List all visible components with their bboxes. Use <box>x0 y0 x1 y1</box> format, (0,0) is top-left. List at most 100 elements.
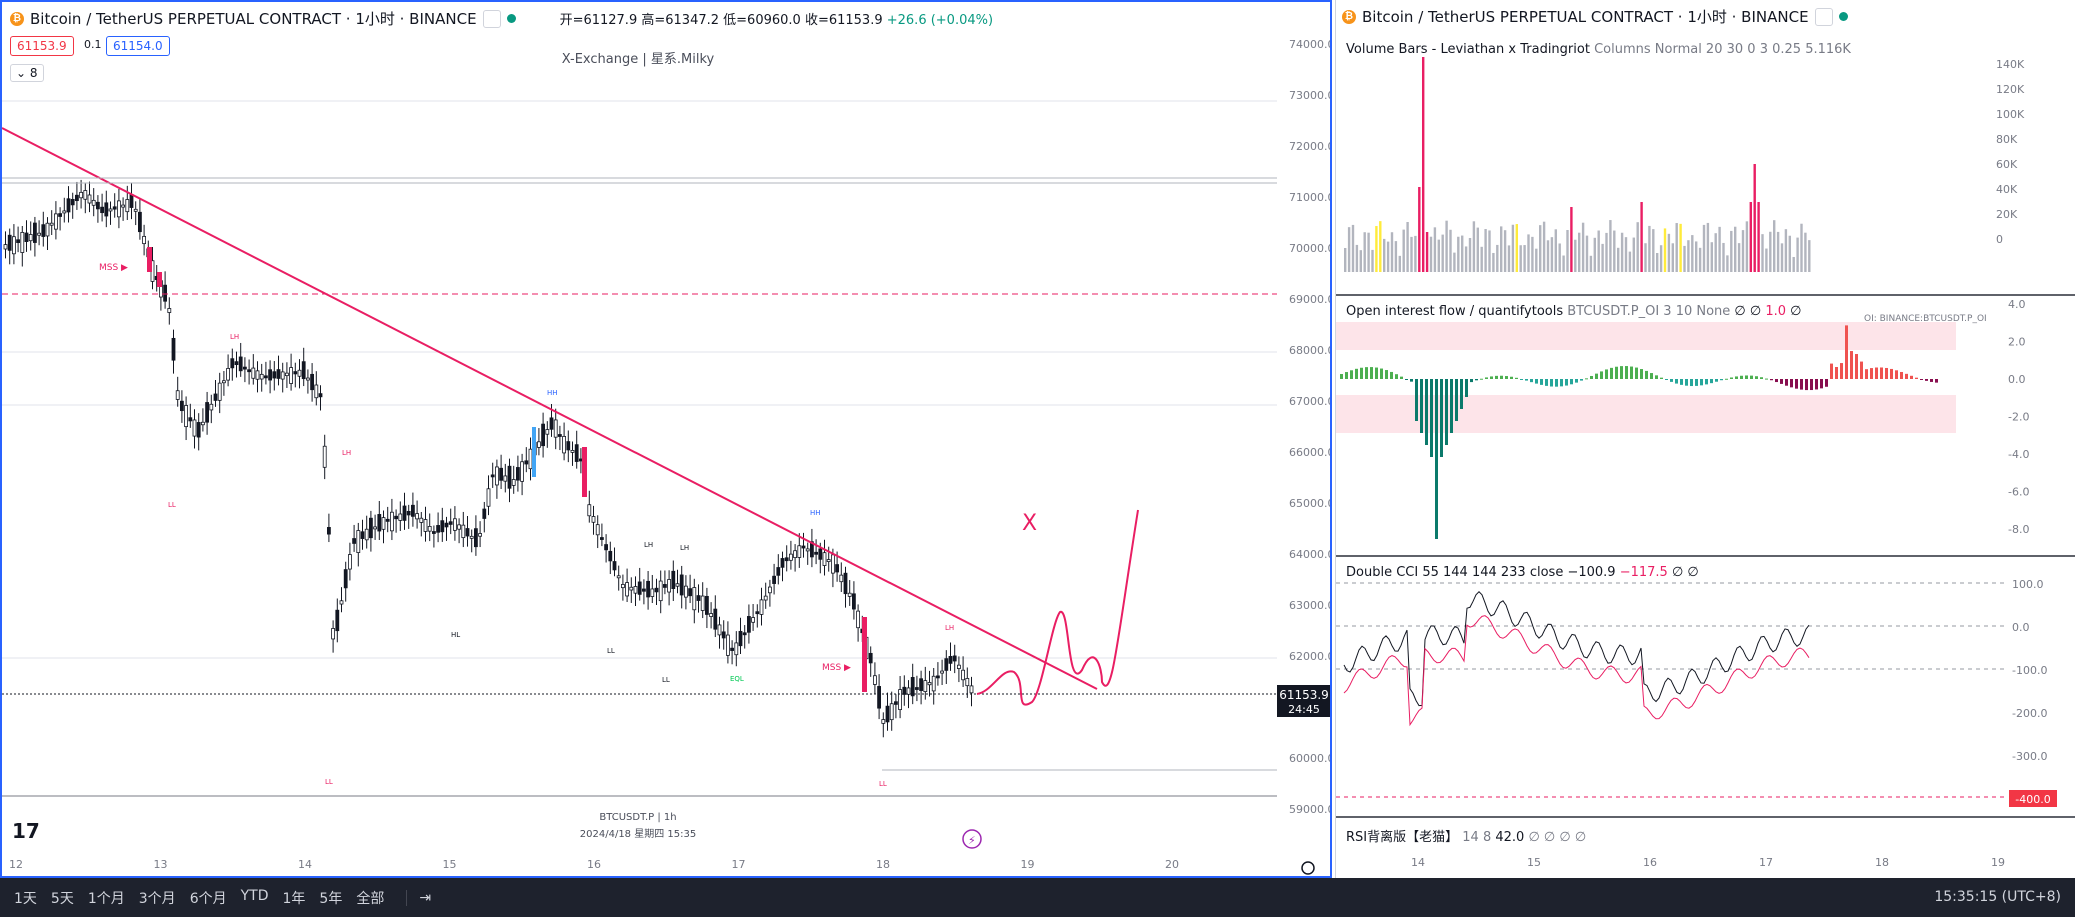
candle-body <box>894 701 898 705</box>
volume-bar <box>1585 235 1589 272</box>
oi-bar <box>1755 376 1758 379</box>
candle-body <box>730 647 734 651</box>
candle-body <box>612 561 617 571</box>
candle-body <box>936 675 940 679</box>
settings-gear-icon[interactable] <box>1301 861 1315 875</box>
date-tick-label: 14 <box>298 858 312 871</box>
candle-body <box>545 429 550 435</box>
oi-bar <box>1865 369 1868 379</box>
oi-bar <box>1705 379 1708 385</box>
candle-body <box>452 518 457 531</box>
clock[interactable]: 15:35:15 (UTC+8) <box>1934 889 2061 905</box>
oi-bar <box>1340 374 1343 379</box>
sell-price-button[interactable]: 61153.9 <box>10 36 74 56</box>
oi-bar <box>1485 377 1488 379</box>
volume-bar <box>1527 234 1530 272</box>
timeframe-button[interactable]: 6个月 <box>189 890 227 907</box>
date-tick-label: 13 <box>154 858 168 871</box>
cci-min-badge-text: -400.0 <box>2015 793 2050 806</box>
cci-indicator-label[interactable]: Double CCI 55 144 144 233 close −100.9 −… <box>1346 565 1699 580</box>
candle-body <box>919 678 923 691</box>
candle-body <box>402 505 407 521</box>
candle-body <box>347 554 352 570</box>
flag-icon[interactable] <box>482 9 501 28</box>
candle-body <box>415 513 420 520</box>
volume-bar <box>1780 243 1784 272</box>
candle-body <box>125 199 130 213</box>
main-chart-pane[interactable]: ₿ Bitcoin / TetherUS PERPETUAL CONTRACT … <box>0 0 1332 878</box>
oi-bar <box>1790 379 1793 388</box>
volume-indicator-label[interactable]: Volume Bars - Leviathan x Tradingriot Co… <box>1346 42 1851 57</box>
candle-body <box>692 587 697 611</box>
ll-label-4: LL <box>607 647 615 655</box>
volume-bar <box>1511 224 1515 272</box>
ll-label-3: LL <box>879 780 887 788</box>
candle-body <box>667 579 671 593</box>
candle-body <box>759 599 764 615</box>
layers-toggle[interactable]: ⌄ 8 <box>10 64 44 82</box>
candle-body <box>478 533 483 537</box>
symbol-title[interactable]: Bitcoin / TetherUS PERPETUAL CONTRACT · … <box>30 10 477 28</box>
oi-bar <box>1650 373 1653 379</box>
candle-body <box>637 581 642 595</box>
timeframe-button[interactable]: 1个月 <box>87 890 125 907</box>
candle-body <box>276 369 281 379</box>
rsi-indicator-label[interactable]: RSI背离版【老猫】 14 8 42.0 ∅ ∅ ∅ ∅ <box>1346 826 1586 845</box>
oi-bar <box>1920 379 1923 380</box>
candle-body <box>562 436 566 454</box>
candle-body <box>747 616 751 633</box>
candle-body <box>679 574 684 596</box>
timeframe-button[interactable]: 1年 <box>282 890 306 907</box>
downtrend-line[interactable] <box>2 127 1098 690</box>
candle-body <box>541 423 545 447</box>
date-range-icon[interactable]: ⇥ <box>406 889 431 906</box>
candle-body <box>45 222 50 237</box>
highlight-candle <box>147 247 152 272</box>
price-chart-svg[interactable]: 74000.0 73000.0 72000.0 71000.0 70000.0 69000… <box>2 2 1332 878</box>
volume-bar <box>1445 220 1448 272</box>
timeframe-button[interactable]: 5天 <box>50 890 74 907</box>
lightning-icon[interactable] <box>962 829 982 849</box>
candle-body <box>818 548 823 560</box>
timeframe-button[interactable]: 1天 <box>14 890 37 907</box>
volume-bar <box>1562 255 1565 272</box>
volume-bar <box>1792 256 1795 272</box>
oi-bar <box>1930 379 1933 382</box>
right-symbol-title[interactable]: Bitcoin / TetherUS PERPETUAL CONTRACT · … <box>1362 8 1809 26</box>
cci-tick-label: -100.0 <box>2012 664 2047 677</box>
indicators-svg[interactable]: 140K 120K 100K 80K 60K 40K 20K 0 OI: BINANCE:BT… <box>1336 0 2075 878</box>
volume-name: Volume Bars - Leviathan x Tradingriot <box>1346 42 1590 57</box>
candle-body <box>352 538 357 544</box>
oi-bar <box>1680 379 1683 385</box>
timeframe-button[interactable]: 5年 <box>319 890 343 907</box>
x-mark: X <box>1022 511 1037 536</box>
buy-price-button[interactable]: 61154.0 <box>106 36 170 56</box>
candle-body <box>289 367 294 384</box>
volume-bar <box>1749 202 1752 272</box>
volume-bar <box>1714 233 1717 272</box>
oi-bar <box>1685 379 1688 386</box>
oi-bar <box>1355 368 1358 379</box>
oi-indicator-label[interactable]: Open interest flow / quantifytools BTCUS… <box>1346 304 1802 319</box>
candle-body <box>100 206 104 214</box>
timeframe-button[interactable]: YTD <box>240 887 269 904</box>
lightning-glyph: ⚡ <box>968 834 976 847</box>
candle-body <box>940 670 944 674</box>
price-tick-label: 60000.0 <box>1289 752 1332 765</box>
oi-bar <box>1470 379 1473 383</box>
forecast-path[interactable] <box>976 509 1139 706</box>
volume-bar <box>1480 246 1483 272</box>
cci-slow-line <box>1343 615 1810 727</box>
indicators-pane[interactable]: ₿ Bitcoin / TetherUS PERPETUAL CONTRACT … <box>1335 0 2075 878</box>
flag-icon-right[interactable] <box>1814 7 1833 26</box>
candle-body <box>167 308 172 313</box>
volume-bar <box>1351 224 1355 272</box>
candle-body <box>755 611 760 615</box>
candle-body <box>62 210 67 214</box>
timeframe-button[interactable]: 全部 <box>356 890 385 907</box>
timeframe-button[interactable]: 3个月 <box>138 890 176 907</box>
volume-bar <box>1691 235 1694 272</box>
tradingview-logo-icon[interactable]: 17 <box>12 819 40 843</box>
volume-bar <box>1675 223 1678 272</box>
candle-body <box>650 588 655 597</box>
